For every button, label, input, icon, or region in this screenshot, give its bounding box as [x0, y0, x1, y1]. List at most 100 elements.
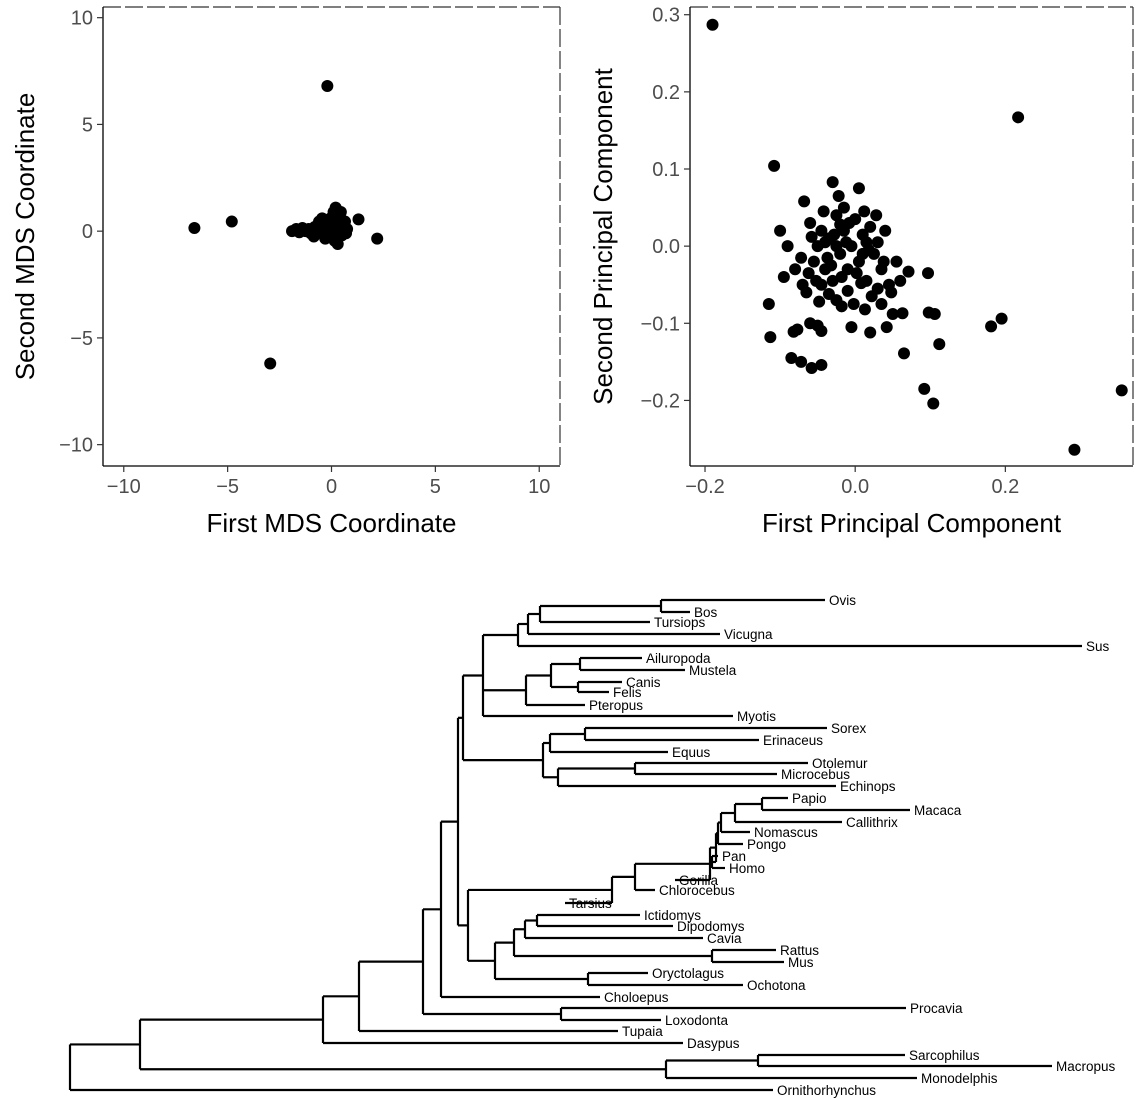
data-point [830, 240, 843, 253]
data-point [813, 295, 826, 308]
tip-label: Rattus [780, 943, 819, 958]
data-point [815, 278, 828, 291]
data-point [791, 323, 804, 336]
tip-label: Macaca [914, 803, 962, 818]
data-point [817, 205, 830, 218]
data-point [815, 325, 828, 337]
data-point [798, 195, 811, 208]
tip-label: Myotis [737, 709, 776, 724]
data-point [762, 298, 775, 310]
x-tick-label: 5 [430, 476, 441, 498]
data-point [841, 284, 854, 297]
tip-label: Ornithorhynchus [777, 1083, 876, 1098]
data-point [835, 271, 848, 283]
data-point [807, 255, 820, 268]
y-tick-label: 0.2 [652, 82, 680, 104]
data-point [802, 267, 815, 280]
data-point [826, 274, 839, 287]
data-point [852, 182, 865, 195]
y-tick-label: −5 [70, 328, 93, 350]
data-point [1012, 111, 1025, 124]
tip-label: Papio [792, 791, 827, 806]
y-axis-label: Second MDS Coordinate [10, 93, 40, 381]
tip-label: Canis [626, 675, 661, 690]
data-point [785, 352, 798, 364]
tip-label: Echinops [840, 779, 896, 794]
data-point [768, 159, 781, 172]
data-point [815, 224, 828, 237]
data-point [896, 307, 909, 320]
tip-label: Loxodonta [665, 1013, 729, 1028]
x-tick-label: 0.2 [991, 476, 1019, 498]
tip-label: Dasypus [687, 1036, 740, 1051]
pca-scatter-panel: −0.2 0.0 0.2 −0.2 −0.1 0.0 0.1 0.2 0.3 First Prin… [588, 5, 1134, 538]
data-point [188, 221, 201, 234]
data-point [880, 321, 893, 334]
tip-label: Oryctolagus [652, 966, 724, 981]
y-tick-label: 0.0 [652, 236, 680, 258]
y-tick-label: 10 [71, 8, 93, 30]
x-tick-label: −5 [216, 476, 239, 498]
data-point [321, 79, 334, 92]
y-tick-label: −0.1 [641, 313, 680, 335]
tip-label: Ochotona [747, 978, 806, 993]
data-point [890, 255, 903, 268]
data-point [795, 251, 808, 264]
tip-label: Chlorocebus [659, 883, 735, 898]
data-point [334, 205, 347, 218]
data-point [850, 267, 863, 280]
data-point [879, 224, 892, 237]
data-point [307, 230, 320, 243]
x-tick-label: 0.0 [841, 476, 869, 498]
data-point [828, 228, 841, 241]
y-tick-label: 0.3 [652, 5, 680, 27]
tip-label: Callithrix [846, 815, 898, 830]
data-point [922, 267, 935, 280]
data-point [825, 259, 838, 272]
data-point [897, 347, 910, 360]
data-point [840, 236, 853, 249]
data-point [885, 286, 898, 299]
data-point [985, 320, 998, 333]
y-tick-label: 0.1 [652, 159, 680, 181]
tip-label: Pan [722, 849, 746, 864]
tip-label: Cavia [707, 931, 742, 946]
data-point [875, 298, 888, 310]
data-point [830, 209, 843, 222]
data-point [858, 205, 871, 218]
tip-label: Ictidomys [644, 908, 701, 923]
data-point [837, 201, 850, 214]
tip-label: Equus [672, 745, 711, 760]
tip-label: Sarcophilus [909, 1048, 980, 1063]
data-point [774, 224, 787, 237]
data-point [804, 217, 817, 229]
data-point [858, 303, 871, 316]
data-point [871, 236, 884, 249]
data-point [371, 232, 384, 245]
y-axis-label: Second Principal Component [588, 67, 618, 405]
data-point [819, 236, 832, 249]
tip-label: Procavia [910, 1001, 963, 1016]
tip-label: Choloepus [604, 990, 669, 1005]
tip-label: Macropus [1056, 1059, 1116, 1074]
data-point [864, 220, 877, 233]
data-point [871, 282, 884, 295]
data-point [927, 397, 940, 410]
data-point [847, 298, 860, 310]
tip-label: Otolemur [812, 756, 868, 771]
tip-label: Ailuropoda [646, 651, 711, 666]
data-point [1068, 443, 1081, 456]
data-point [313, 215, 326, 228]
x-tick-label: 0 [326, 476, 337, 498]
tip-label: Monodelphis [921, 1071, 998, 1086]
data-point [860, 236, 873, 249]
tip-label: Tursiops [654, 615, 706, 630]
x-tick-label: 10 [528, 476, 550, 498]
data-point [928, 308, 941, 321]
data-point [777, 271, 790, 283]
tip-label: Bos [694, 605, 718, 620]
tip-label: Tupaia [622, 1024, 663, 1039]
data-point [832, 190, 845, 202]
mds-scatter-panel: −10 −5 0 5 10 −10 −5 0 5 10 First MDS Coordinate Se… [10, 6, 561, 538]
x-axis-label: First Principal Component [762, 508, 1062, 538]
